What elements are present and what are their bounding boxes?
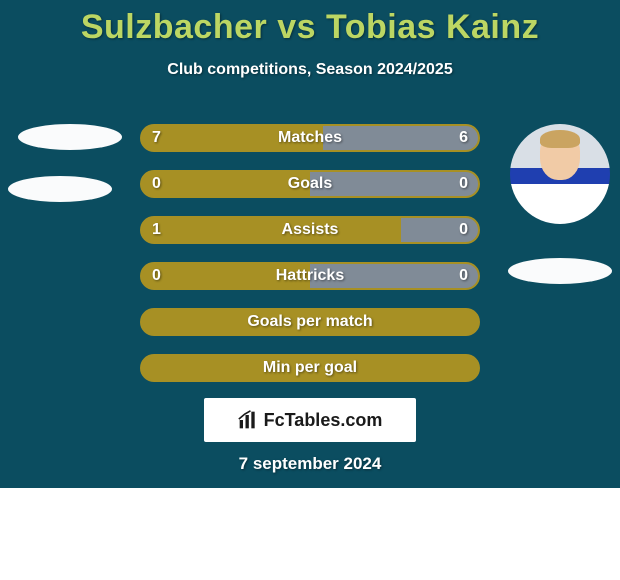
stat-segment-right (310, 264, 478, 288)
stat-row: Matches76 (140, 124, 480, 152)
bar-chart-icon (238, 410, 258, 430)
blank-area (0, 488, 620, 580)
stat-row: Goals00 (140, 170, 480, 198)
stat-row: Hattricks00 (140, 262, 480, 290)
stat-row: Assists10 (140, 216, 480, 244)
stat-segment-right (323, 126, 478, 150)
stat-segment-left (142, 126, 323, 150)
shadow-ellipse (508, 258, 612, 284)
stat-segment-left (142, 356, 478, 380)
stat-segment-left (142, 310, 478, 334)
subtitle: Club competitions, Season 2024/2025 (0, 61, 620, 79)
brand-badge[interactable]: FcTables.com (204, 398, 416, 442)
comparison-card: Sulzbacher vs Tobias Kainz Club competit… (0, 0, 620, 488)
stats-bars: Matches76 Goals00 Assists10 Hattricks00 Goal… (140, 124, 480, 400)
shadow-ellipse (8, 176, 112, 202)
page-title: Sulzbacher vs Tobias Kainz (0, 0, 620, 47)
brand-text: FcTables.com (264, 410, 383, 431)
stat-row: Min per goal (140, 354, 480, 382)
shadow-ellipse (18, 124, 122, 150)
stat-segment-right (401, 218, 478, 242)
date-stamp: 7 september 2024 (0, 454, 620, 474)
stat-segment-left (142, 172, 310, 196)
avatar-right (510, 124, 610, 224)
stat-segment-left (142, 264, 310, 288)
stat-segment-right (310, 172, 478, 196)
stat-segment-left (142, 218, 401, 242)
stat-row: Goals per match (140, 308, 480, 336)
